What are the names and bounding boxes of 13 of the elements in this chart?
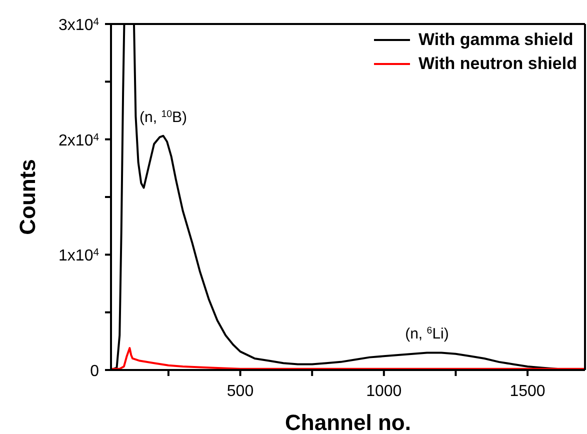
legend-label: With gamma shield [418,29,574,51]
x-axis-title: Channel no. [285,410,411,434]
y-tick-label: 2x10$^{4}$ [58,132,100,150]
x-tick-label: 1500 [510,383,546,400]
legend-label: With neutron shield [418,53,577,75]
annotation: (n, $^{10}$B) [140,108,188,126]
x-tick-label: 1000 [366,383,402,400]
y-tick-label: 1x10$^{4}$ [58,247,100,265]
y-tick-label: 0 [90,363,100,380]
x-tick-label: 500 [226,383,254,400]
y-axis-title: Counts [14,159,40,235]
annotation: (n, $^{6}$Li) [405,325,449,343]
y-tick-label: 3x10$^{4}$ [58,16,100,34]
